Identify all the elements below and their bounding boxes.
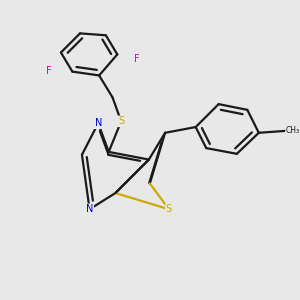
Text: F: F — [46, 66, 51, 76]
Text: S: S — [166, 204, 172, 214]
Text: N: N — [86, 204, 93, 214]
Text: S: S — [118, 116, 124, 126]
Text: N: N — [94, 118, 102, 128]
Text: CH₃: CH₃ — [286, 126, 300, 135]
Text: F: F — [134, 54, 139, 64]
